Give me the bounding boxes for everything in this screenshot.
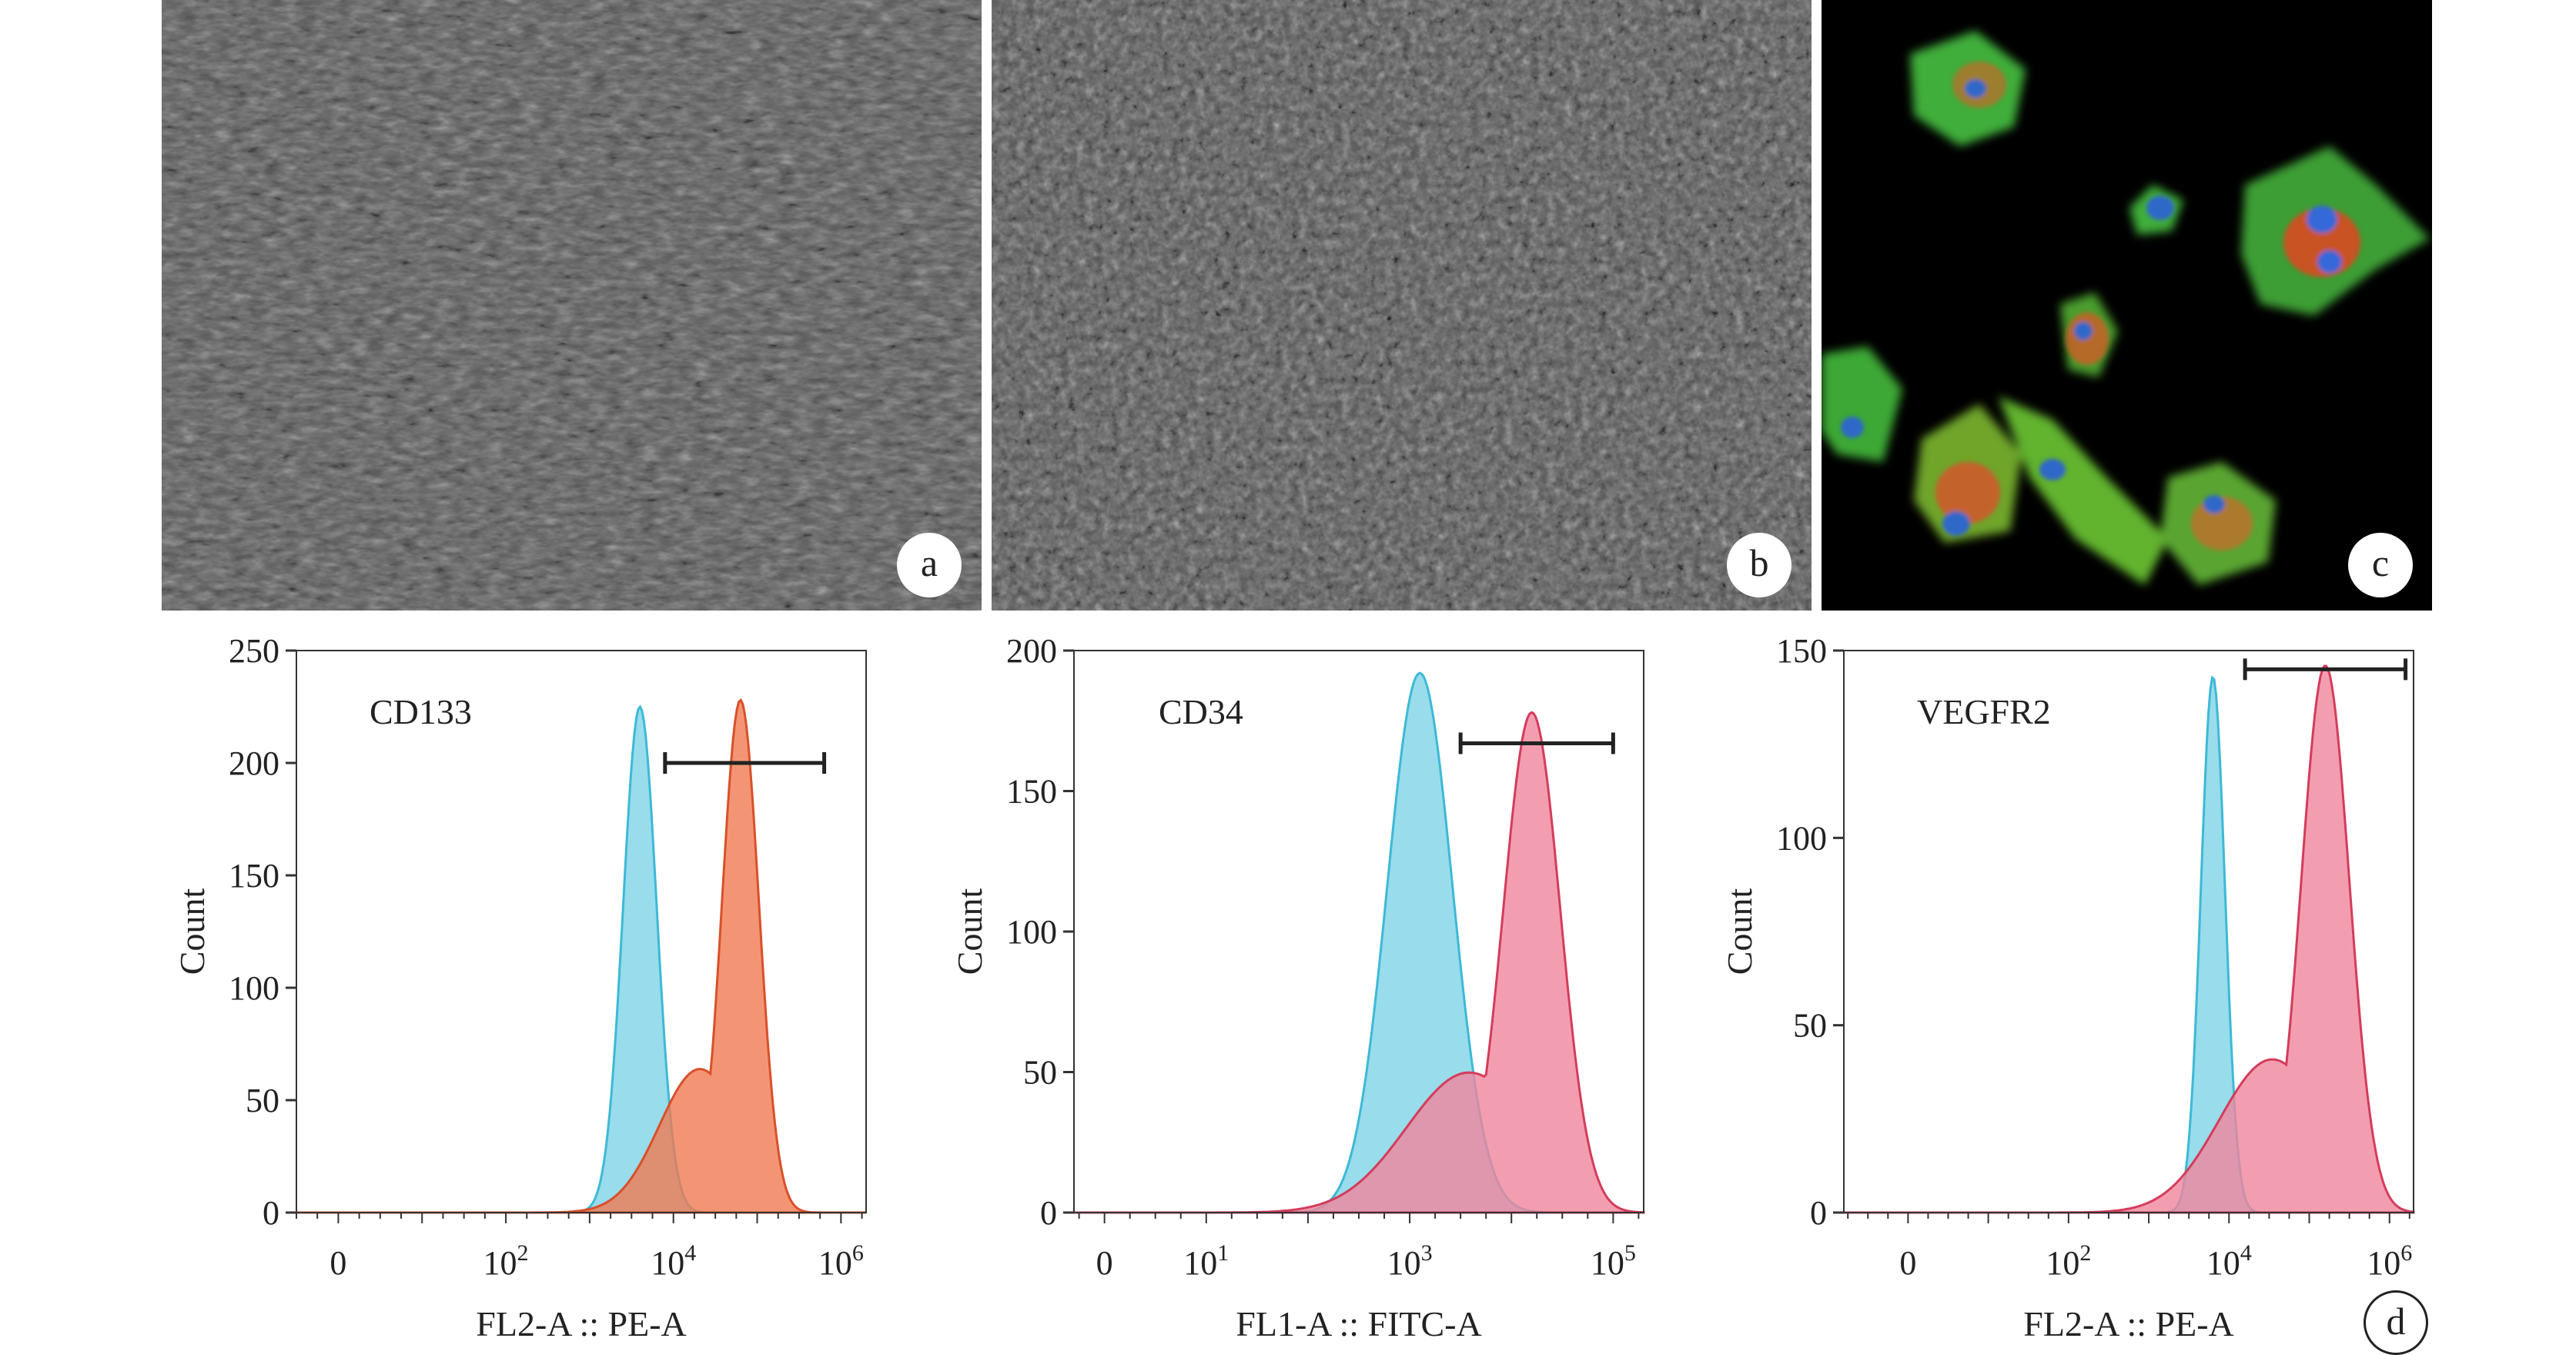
plot-frame xyxy=(296,650,867,1213)
y-tick-label: 0 xyxy=(263,1194,279,1232)
y-tick-label: 250 xyxy=(229,632,279,670)
y-axis-label: Count xyxy=(172,888,212,975)
y-tick-label: 100 xyxy=(1006,913,1057,951)
x-axis-label: FL2-A :: PE-A xyxy=(476,1304,686,1343)
histogram-series-stained xyxy=(1844,664,2415,1214)
y-tick-label: 150 xyxy=(229,857,279,895)
x-tick-label: 0 xyxy=(1899,1244,1916,1282)
y-tick-label: 0 xyxy=(1810,1194,1827,1232)
x-axis-label: FL2-A :: PE-A xyxy=(2023,1304,2233,1343)
histogram-series-stained xyxy=(296,698,866,1214)
y-tick-label: 0 xyxy=(1040,1194,1057,1232)
y-tick-label: 200 xyxy=(1006,632,1057,670)
x-tick-label: 106 xyxy=(818,1240,864,1282)
chart-title: VEGFR2 xyxy=(1917,692,2051,731)
x-tick-label: 106 xyxy=(2367,1240,2412,1282)
x-tick-label: 102 xyxy=(483,1240,529,1282)
x-tick-label: 0 xyxy=(330,1244,346,1282)
x-tick-label: 105 xyxy=(1591,1240,1636,1282)
histogram-series-control xyxy=(296,704,866,1214)
x-tick-label: 104 xyxy=(2206,1240,2252,1282)
panel-label-c: c xyxy=(2348,533,2413,597)
y-tick-label: 200 xyxy=(229,744,279,782)
x-axis-label: FL1-A :: FITC-A xyxy=(1236,1304,1481,1343)
x-tick-label: 104 xyxy=(651,1240,696,1282)
y-tick-label: 150 xyxy=(1776,632,1827,670)
chart-title: CD34 xyxy=(1159,692,1243,731)
x-tick-label: 103 xyxy=(1387,1240,1433,1282)
fluorescence-image-c xyxy=(1822,0,2432,611)
panel-label-d: d xyxy=(2364,1290,2428,1355)
y-tick-label: 50 xyxy=(246,1082,279,1119)
phase-contrast-image-a xyxy=(162,0,982,611)
y-tick-label: 50 xyxy=(1793,1007,1827,1045)
panel-label-a: a xyxy=(897,533,962,597)
y-tick-label: 50 xyxy=(1023,1054,1057,1092)
x-tick-label: 102 xyxy=(2046,1240,2091,1282)
phase-contrast-image-b xyxy=(992,0,1812,611)
y-tick-label: 100 xyxy=(1776,819,1827,857)
x-tick-label: 101 xyxy=(1183,1240,1229,1282)
y-tick-label: 150 xyxy=(1006,773,1057,811)
y-axis-label: Count xyxy=(1720,888,1759,975)
x-tick-label: 0 xyxy=(1096,1244,1113,1282)
panel-label-b: b xyxy=(1727,533,1791,597)
y-tick-label: 100 xyxy=(229,969,279,1007)
y-axis-label: Count xyxy=(950,888,989,975)
chart-title: CD133 xyxy=(370,692,472,731)
